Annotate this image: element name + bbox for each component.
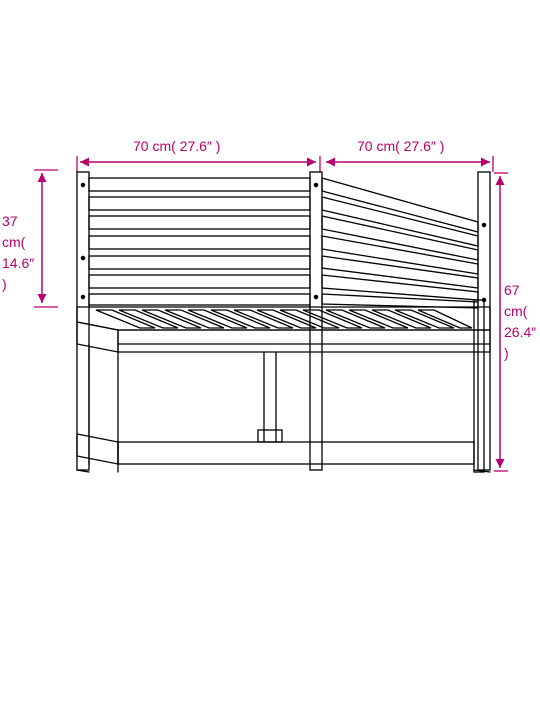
- furniture-drawing: [0, 0, 540, 720]
- diagram-canvas: 70 cm( 27.6″ ) 70 cm( 27.6″ ) 37 cm( 14.…: [0, 0, 540, 720]
